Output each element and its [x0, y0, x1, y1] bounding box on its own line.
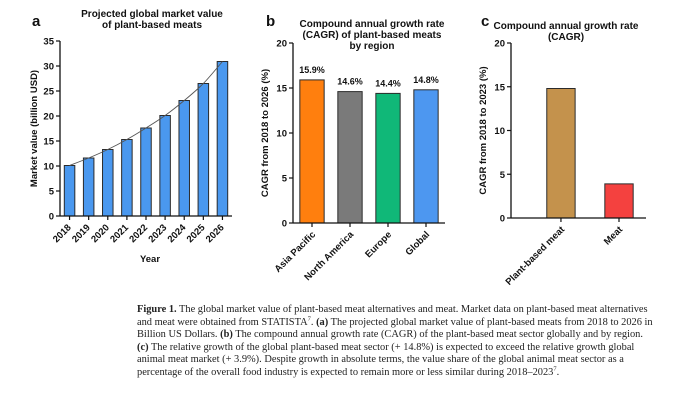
chart-title-line: of plant-based meats — [102, 20, 202, 31]
figure-caption: Figure 1. The global market value of pla… — [137, 304, 657, 380]
y-axis: 0 5 10 15 20 — [494, 39, 512, 225]
chart-title-line: (CAGR) of plant-based meats — [303, 30, 442, 41]
trend-line — [69, 61, 223, 166]
y-tick-label: 15 — [43, 137, 54, 148]
caption-panel-tag: (a) — [316, 316, 329, 328]
y-tick-label: 15 — [276, 84, 287, 95]
y-tick-label: 30 — [43, 62, 54, 73]
bar-2025 — [197, 83, 210, 217]
bar-2023 — [159, 115, 171, 217]
y-tick-label: 0 — [282, 219, 287, 230]
y-tick-label: 15 — [494, 82, 505, 93]
data-label: 14.8% — [413, 75, 439, 85]
y-axis: 0 5 10 15 20 25 30 35 — [43, 37, 61, 223]
y-tick-label: 5 — [49, 187, 55, 198]
caption-text: The compound annual growth rate (CAGR) o… — [232, 329, 643, 341]
y-tick-label: 20 — [494, 39, 505, 50]
caption-text: The global market value of plant-based m… — [137, 304, 648, 328]
y-tick-label: 5 — [282, 174, 288, 185]
bar-2020 — [102, 149, 114, 217]
y-tick-label: 35 — [43, 37, 54, 48]
x-tick-label: 2023 — [147, 222, 170, 245]
chart-title: Compound annual growth rate(CAGR) — [494, 21, 639, 43]
bar-2026 — [216, 61, 229, 217]
bar-meat — [604, 183, 634, 219]
x-axis: Plant-based meat Meat — [504, 217, 646, 288]
bar-europe — [375, 92, 401, 224]
chart-title: Compound annual growth rate(CAGR) of pla… — [300, 19, 445, 52]
bar-2022 — [140, 127, 152, 217]
bar-north-america — [337, 91, 363, 224]
caption-text: The projected global market value of pla… — [137, 316, 653, 341]
x-axis-label: Year — [140, 254, 160, 265]
chart-title-line: by region — [349, 41, 394, 52]
x-tick-label: 2026 — [204, 222, 227, 245]
panel-b-regional-cagr-chart: b Compound annual growth rate(CAGR) of p… — [260, 13, 445, 283]
caption-text: . — [556, 366, 560, 378]
panel-letter-c: c — [481, 13, 489, 30]
x-tick-label: Meat — [602, 224, 626, 248]
x-tick-label: Plant-based meat — [504, 224, 568, 288]
data-label: 15.9% — [299, 65, 325, 75]
reference-superscript: 7 — [307, 315, 311, 323]
panel-letter-a: a — [32, 13, 41, 30]
bars: 15.9% 14.6% 14.4% 14.8% — [299, 65, 439, 224]
chart-title-line: (CAGR) — [548, 32, 584, 43]
caption-panel-tag: (b) — [220, 329, 233, 341]
x-tick-label: Europe — [363, 229, 394, 260]
bars — [63, 61, 229, 217]
bar-2019 — [82, 157, 95, 217]
x-tick-label: Global — [403, 229, 432, 258]
y-axis-label: CAGR from 2018 to 2023 (%) — [478, 66, 489, 194]
x-tick-label: 2021 — [108, 222, 131, 245]
y-tick-label: 20 — [43, 112, 54, 123]
y-tick-label: 0 — [500, 214, 505, 225]
bar-plant-based-meat — [546, 88, 576, 219]
bar-2018 — [63, 165, 76, 217]
y-tick-label: 25 — [43, 87, 54, 98]
x-tick-label: 2020 — [89, 222, 112, 245]
bar-2021 — [121, 139, 133, 217]
caption-text: . — [310, 316, 317, 328]
y-tick-label: 20 — [276, 39, 287, 50]
y-axis: 0 5 10 15 20 — [276, 39, 294, 230]
x-tick-label: 2019 — [70, 222, 93, 245]
y-tick-label: 5 — [500, 170, 506, 181]
x-tick-label: 2018 — [51, 222, 74, 245]
reference-superscript: 7 — [553, 365, 557, 373]
caption-text: The relative growth of the global plant-… — [137, 341, 635, 378]
caption-label: Figure 1. — [137, 304, 177, 315]
y-tick-label: 10 — [494, 126, 505, 137]
panel-c-cagr-comparison-chart: c Compound annual growth rate(CAGR) 0 5 10… — [478, 13, 646, 288]
y-tick-label: 10 — [276, 129, 287, 140]
caption-panel-tag: (c) — [137, 341, 149, 353]
data-label: 14.6% — [337, 77, 363, 87]
bar-asia-pacific — [299, 79, 325, 224]
y-axis-label: CAGR from 2018 to 2026 (%) — [260, 69, 271, 197]
panel-letter-b: b — [266, 13, 275, 30]
x-tick-label: 2022 — [127, 222, 150, 245]
bar-global — [413, 89, 439, 224]
chart-title-line: Compound annual growth rate — [300, 19, 445, 30]
y-tick-label: 10 — [43, 162, 54, 173]
data-label: 14.4% — [375, 78, 401, 88]
y-axis-label: Market value (billion USD) — [29, 70, 40, 187]
chart-title-line: Projected global market value — [81, 9, 223, 20]
bar-2024 — [178, 100, 190, 217]
y-tick-label: 0 — [49, 212, 54, 223]
chart-title-line: Compound annual growth rate — [494, 21, 639, 32]
x-tick-label: 2024 — [166, 222, 189, 245]
bars — [546, 88, 634, 219]
x-tick-label: 2025 — [185, 222, 208, 245]
